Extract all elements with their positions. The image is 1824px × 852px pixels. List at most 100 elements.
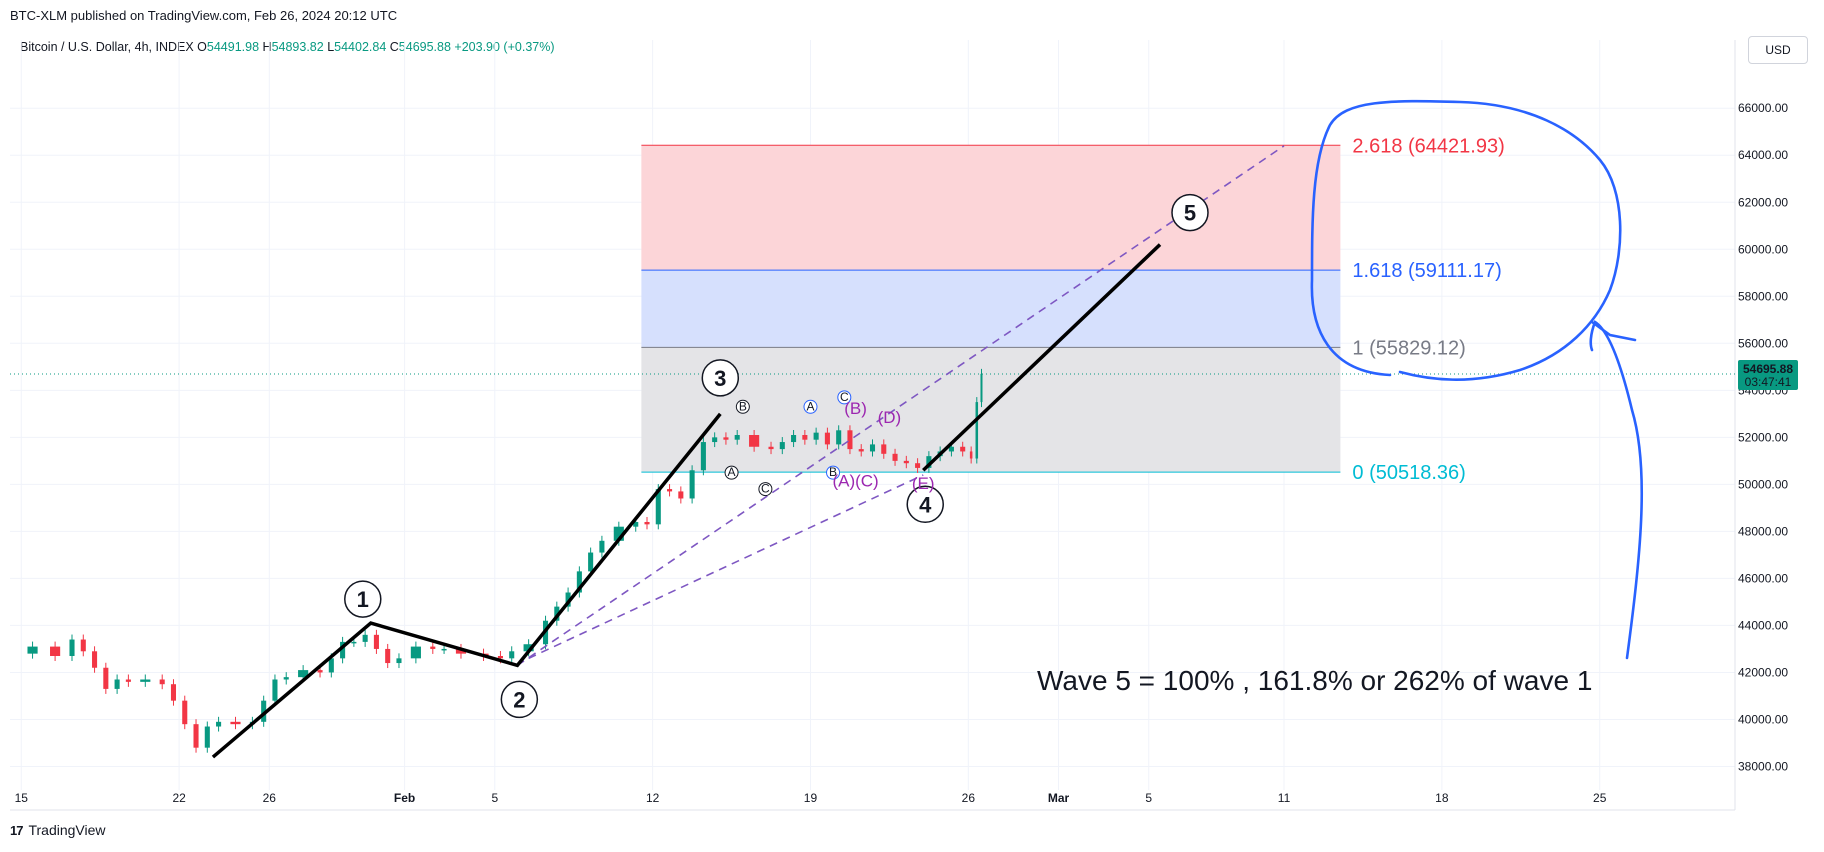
x-tick-label: 25 [1593,791,1607,805]
candle-body [80,639,86,652]
wave-5-projection [922,243,1162,472]
subwave-text-label: (B) [844,399,867,418]
wave-label-circle [500,680,539,719]
candle-body [768,446,774,450]
candle-body [193,724,199,748]
candle-body [667,489,673,492]
subwave-circle [724,465,739,480]
brand-name: TradingView [28,822,106,838]
subwave-circle [735,399,750,414]
candle-body [27,646,38,654]
candle-body [734,435,740,440]
candle-body [565,592,571,607]
candle-body [114,679,120,689]
candle-body [50,646,61,656]
candle-body [396,658,402,664]
x-tick-label: 15 [15,791,29,805]
x-tick-label: 26 [263,791,277,805]
candle-body [140,679,151,682]
y-tick-label: 46000.00 [1738,571,1788,585]
y-tick-label: 50000.00 [1738,477,1788,491]
subwave-label: B [739,399,747,413]
y-tick-label: 40000.00 [1738,712,1788,726]
y-tick-label: 38000.00 [1738,759,1788,773]
open-label: O [197,40,207,54]
x-tick-label: 11 [1278,791,1291,805]
candle-body [700,442,706,471]
handdrawn-arrowhead [1590,320,1637,342]
candle-body [554,606,560,621]
candle-body [779,442,785,450]
candle-body [847,430,853,450]
candle-body [261,700,267,722]
candle-body [410,646,421,659]
subwave-label: B [829,465,837,479]
publication-caption: BTC-XLM published on TradingView.com, Fe… [10,8,398,23]
candle-body [960,446,966,452]
open-value: 54491.98 [206,40,260,54]
candle-body [892,453,898,461]
wave-label: 2 [513,687,525,712]
close-value: 54695.88 [398,40,451,54]
candle-body [915,463,921,468]
candle-body [103,667,109,689]
candle-body [385,648,391,664]
symbol-name[interactable]: Bitcoin / U.S. Dollar, 4h, INDEX [20,40,194,54]
candle-body [455,648,467,654]
candle-body [298,670,309,678]
candle-body [723,437,729,440]
candle-body [588,552,594,572]
candle-body [975,402,979,459]
close-label: C [389,40,399,54]
x-tick-label: 18 [1435,791,1449,805]
wave-label-circle [906,485,944,524]
candle-body [678,491,684,499]
x-tick-label: Feb [394,791,415,805]
low-value: 54402.84 [334,40,387,54]
wave-label: 4 [919,492,932,517]
candle-body [328,658,334,673]
candle-body [613,526,624,541]
subwave-label: A [728,465,736,479]
candle-body [802,435,808,440]
handdrawn-circle [1310,99,1622,381]
candle-body [749,435,760,447]
candle-body [430,646,436,649]
currency-selector[interactable]: USD [1748,36,1808,64]
candle-body [969,451,973,459]
channel-line [516,145,1285,667]
subwave-circle [758,482,773,497]
y-tick-label: 42000.00 [1738,665,1788,679]
x-tick-label: 26 [962,791,976,805]
candle-body [272,679,278,701]
y-tick-label: 48000.00 [1738,524,1788,538]
subwave-text-label: (D) [878,408,902,427]
tradingview-brand[interactable]: 17 TradingView [10,822,106,838]
high-label: H [262,40,272,54]
candle-body [216,721,222,727]
subwave-label: A [806,399,814,413]
candle-body [903,460,909,464]
candle-body [182,700,188,725]
candle-body [926,456,932,468]
candle-body [980,373,983,403]
candle-body [351,641,357,644]
x-tick-label: 5 [491,791,498,805]
wave-label-circle [1171,193,1209,232]
wave-label: 3 [714,366,726,391]
candle-body [881,444,887,454]
fib-level-label: 1 (55829.12) [1352,337,1465,359]
fib-level-label: 2.618 (64421.93) [1352,135,1504,157]
elliott-wave-path [211,412,722,759]
y-tick-label: 58000.00 [1738,289,1788,303]
y-tick-label: 44000.00 [1738,618,1788,632]
fib-zone [641,270,1341,348]
x-tick-label: 5 [1145,791,1152,805]
candle-body [362,634,368,642]
candle-body [441,648,447,651]
y-tick-label: 52000.00 [1738,430,1788,444]
high-value: 54893.82 [271,40,324,54]
candle-body [858,449,864,452]
candle-body [576,571,582,593]
